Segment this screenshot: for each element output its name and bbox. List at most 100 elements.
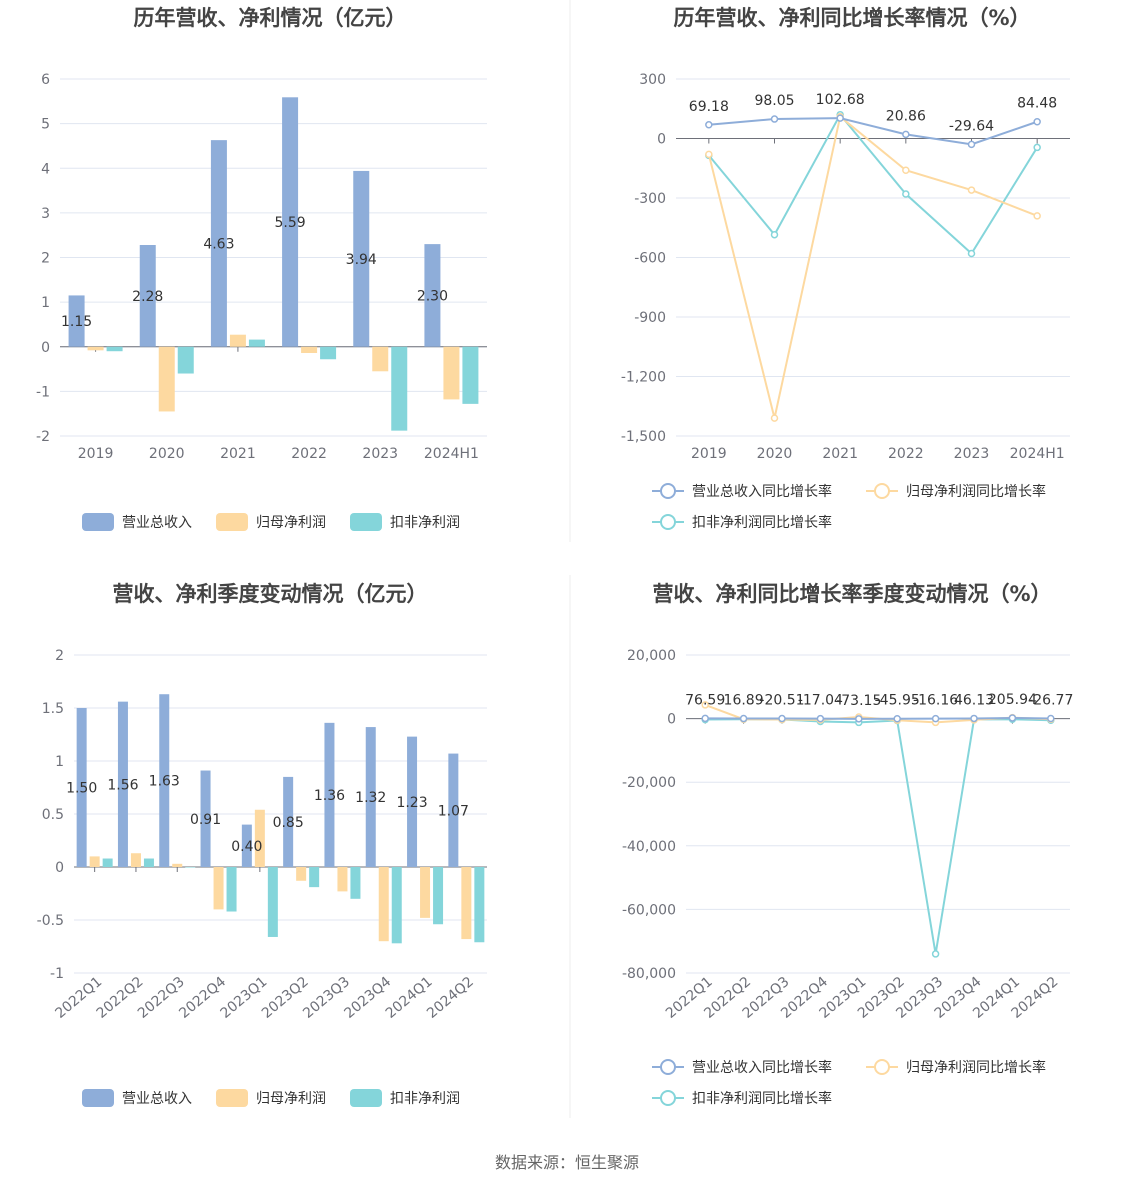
legend-marker xyxy=(660,1059,676,1075)
line-营业总收入同比增长率 xyxy=(705,716,1051,720)
bar-营业总收入-2024H1 xyxy=(424,244,441,347)
legend-entry: 归母净利润同比增长率 xyxy=(906,483,1046,500)
data-label: 1.50 xyxy=(66,781,97,797)
data-label: 5.59 xyxy=(274,215,305,231)
x-tick-label: 2022 xyxy=(291,446,327,462)
point-归母净利润同比增长率-2024H1 xyxy=(1033,212,1041,220)
data-label: -17.04 xyxy=(798,693,843,709)
bar-归母净利润-2019 xyxy=(87,346,104,351)
x-tick-label: 2023 xyxy=(362,446,398,462)
data-label: 1.32 xyxy=(355,790,386,806)
bar-归母净利润-2023 xyxy=(372,346,389,372)
point-扣非净利润同比增长率-2022 xyxy=(902,190,910,198)
point-归母净利润同比增长率-2022 xyxy=(902,166,910,174)
y-tick-label: 0 xyxy=(667,712,676,728)
bar-营业总收入-2021 xyxy=(210,140,227,347)
legend-swatch xyxy=(350,513,382,531)
chart-panel-2: 历年营收、净利同比增长率情况（%） 300 0 -300 -600 -900 -1,200 -… xyxy=(621,6,1070,531)
y-tick-label: -0.5 xyxy=(37,913,64,929)
y-tick-label: -40,000 xyxy=(622,839,676,855)
data-label: -26.77 xyxy=(1028,693,1073,709)
legend-entry: 扣非净利润同比增长率 xyxy=(692,514,832,531)
data-label: -20.51 xyxy=(759,693,804,709)
data-label: -16.16 xyxy=(913,693,958,709)
data-label: 1.23 xyxy=(396,795,427,811)
point-扣非净利润同比增长率-2023Q3 xyxy=(931,950,940,958)
point-扣非净利润同比增长率-2023 xyxy=(967,249,976,258)
bar-归母净利润-2021 xyxy=(229,334,246,347)
legend-entry: 营业总收入同比增长率 xyxy=(692,483,832,500)
y-tick-label: 5 xyxy=(41,117,50,133)
chart-legend: 营业总收入 归母净利润 扣非净利润 xyxy=(82,513,460,531)
legend-entry: 扣非净利润同比增长率 xyxy=(692,1090,832,1107)
point-归母净利润同比增长率-2022Q1 xyxy=(701,701,709,709)
point-营业总收入同比增长率-2020 xyxy=(770,115,779,123)
bar-营业总收入-2024Q1 xyxy=(407,736,418,867)
chart-legend: 营业总收入 归母净利润 扣非净利润 xyxy=(82,1089,460,1107)
data-label: -73.15 xyxy=(836,693,881,709)
bar-扣非净利润-2023Q1 xyxy=(267,867,278,937)
y-tick-label: 0 xyxy=(657,132,666,148)
data-label: 1.63 xyxy=(149,774,180,790)
y-tick-label: -300 xyxy=(634,191,666,207)
bar-营业总收入-2022Q4 xyxy=(200,770,211,867)
point-营业总收入同比增长率-2024H1 xyxy=(1033,117,1041,126)
legend-entry: 归母净利润 xyxy=(256,514,326,531)
y-tick-label: -1 xyxy=(50,966,64,982)
y-tick-label: 0.5 xyxy=(42,807,64,823)
chart-title: 历年营收、净利情况（亿元） xyxy=(134,6,407,30)
data-label: 76.59 xyxy=(685,692,725,708)
x-tick-label: 2019 xyxy=(691,446,727,462)
y-tick-label: 2 xyxy=(41,251,50,267)
data-label: 16.89 xyxy=(724,693,764,709)
legend-marker xyxy=(874,1059,890,1075)
x-tick-label: 2019 xyxy=(78,446,114,462)
data-label: 1.15 xyxy=(61,314,92,330)
bar-扣非净利润-2024H1 xyxy=(462,346,479,404)
point-营业总收入同比增长率-2022Q4 xyxy=(816,714,825,723)
x-tick-label: 2021 xyxy=(220,446,256,462)
x-tick-label: 2021 xyxy=(822,446,858,462)
data-label: -29.64 xyxy=(949,118,994,134)
bar-扣非净利润-2024Q1 xyxy=(433,867,444,925)
y-tick-label: 20,000 xyxy=(627,648,676,664)
data-label: 4.63 xyxy=(203,236,234,252)
bar-扣非净利润-2023Q3 xyxy=(350,867,361,899)
point-营业总收入同比增长率-2023 xyxy=(967,140,976,149)
legend-swatch xyxy=(216,1089,248,1107)
y-tick-label: -1,200 xyxy=(621,370,666,386)
data-label: 0.91 xyxy=(190,812,221,828)
chart-panel-1: 历年营收、净利情况（亿元） -2 -1 0 1 2 3 4 5 6 2019 2020 2021 2022… xyxy=(36,6,487,531)
legend-entry: 扣非净利润 xyxy=(390,515,460,531)
point-营业总收入同比增长率-2023Q4 xyxy=(970,714,978,723)
bar-扣非净利润-2023 xyxy=(391,346,408,431)
line-扣非净利润同比增长率 xyxy=(708,112,1039,256)
line-营业总收入同比增长率 xyxy=(708,117,1038,146)
data-label: 102.68 xyxy=(816,92,865,108)
bar-归母净利润-2024Q2 xyxy=(461,867,472,940)
bar-归母净利润-2022Q3 xyxy=(172,863,183,867)
y-tick-label: 1 xyxy=(41,295,50,311)
legend-entry: 营业总收入同比增长率 xyxy=(692,1059,832,1076)
point-归母净利润同比增长率-2020 xyxy=(770,414,779,422)
data-label: 0.40 xyxy=(231,839,262,855)
y-tick-label: 4 xyxy=(41,161,50,177)
y-tick-label: -1,500 xyxy=(621,429,666,445)
legend-entry: 归母净利润同比增长率 xyxy=(906,1059,1046,1076)
y-tick-label: 0 xyxy=(55,860,64,876)
y-tick-label: 3 xyxy=(41,206,50,222)
bar-营业总收入-2023Q1 xyxy=(241,824,252,867)
data-label: 0.85 xyxy=(273,815,304,831)
bar-归母净利润-2020 xyxy=(158,346,175,412)
bar-归母净利润-2024Q1 xyxy=(420,867,431,918)
bar-营业总收入-2020 xyxy=(139,245,156,347)
point-营业总收入同比增长率-2023Q2 xyxy=(893,714,901,723)
data-label: 1.36 xyxy=(314,788,345,804)
data-label: 20.86 xyxy=(886,108,926,124)
legend-marker xyxy=(660,514,676,530)
bar-归母净利润-2022Q4 xyxy=(213,867,224,910)
y-tick-label: 6 xyxy=(41,72,50,88)
legend-marker xyxy=(660,1090,676,1106)
y-tick-label: 1.5 xyxy=(42,701,64,717)
bar-归母净利润-2023Q2 xyxy=(296,867,307,881)
